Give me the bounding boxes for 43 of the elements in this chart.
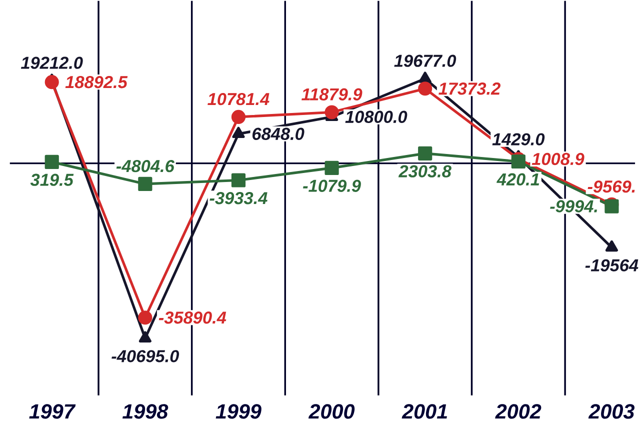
data-label: -9994. <box>550 200 598 212</box>
data-label: -1079.9 <box>303 180 361 192</box>
point <box>511 154 526 169</box>
point <box>44 75 59 90</box>
point <box>138 331 152 342</box>
point <box>418 146 432 160</box>
data-label: 19677.0 <box>394 54 456 67</box>
x-tick-label: 2001 <box>402 404 447 419</box>
data-label: 6848.0 <box>252 128 304 140</box>
data-label: 10800.0 <box>345 110 408 123</box>
data-label: -4804.6 <box>116 160 175 172</box>
data-label: -9569. <box>588 180 635 193</box>
x-tick-label: 2003 <box>588 404 634 419</box>
point <box>324 105 339 120</box>
data-label: 18892.5 <box>65 76 128 88</box>
data-label: -35890.4 <box>158 311 226 324</box>
x-tick-label: 2000 <box>308 404 355 419</box>
data-label: 17373.2 <box>438 82 500 95</box>
data-label: 2303.8 <box>398 165 452 178</box>
data-label: 1008.9 <box>532 152 584 166</box>
data-label: -40695.0 <box>112 350 180 362</box>
data-label: 10781.4 <box>208 92 270 106</box>
point <box>231 173 246 188</box>
point <box>418 72 432 83</box>
data-label: 319.5 <box>30 174 74 186</box>
data-label: 19212.0 <box>20 56 83 69</box>
point <box>231 110 246 124</box>
point <box>324 160 339 175</box>
x-tick-label: 2002 <box>495 404 542 419</box>
point <box>138 310 152 325</box>
data-label: -3933.4 <box>210 192 268 204</box>
point <box>232 126 245 138</box>
data-label: 11879.9 <box>302 88 362 100</box>
x-tick-label: 1997 <box>29 404 76 419</box>
point <box>44 154 59 169</box>
data-label: 1429.0 <box>492 133 545 146</box>
data-label: -19564 <box>585 259 638 272</box>
point <box>418 82 432 96</box>
data-label: 420.1 <box>496 173 540 186</box>
point <box>138 176 152 191</box>
x-tick-label: 1998 <box>122 404 168 419</box>
point <box>605 240 618 252</box>
x-tick-label: 1999 <box>216 404 262 419</box>
